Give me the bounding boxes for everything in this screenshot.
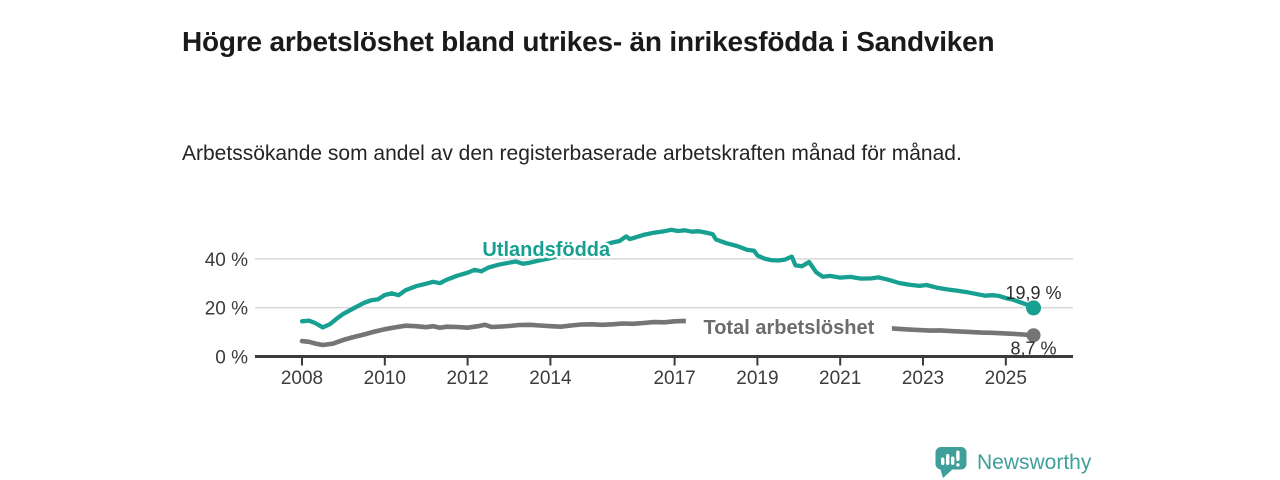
series-end-dot-total: [1026, 328, 1041, 343]
x-tick-label: 2010: [364, 368, 406, 389]
x-tick-label: 2017: [653, 368, 695, 389]
series-line-utlandsfodda: [299, 227, 1036, 330]
x-tick-label: 2012: [446, 368, 488, 389]
bar-chart-pin-icon: [935, 447, 967, 478]
x-tick-label: 2023: [902, 368, 944, 389]
chart-subtitle: Arbetssökande som andel av den registerb…: [182, 142, 962, 165]
y-tick-label: 0 %: [215, 348, 248, 369]
x-tick-label: 2008: [281, 368, 323, 389]
x-tick-label: 2019: [736, 368, 778, 389]
y-tick-label: 20 %: [205, 299, 248, 320]
series-end-dot-utlandsfodda: [1026, 300, 1042, 316]
brand-name: Newsworthy: [977, 451, 1092, 474]
chart-title: Högre arbetslöshet bland utrikes- än inr…: [182, 25, 995, 57]
newsworthy-brand: Newsworthy: [934, 446, 1091, 480]
x-tick-label: 2021: [819, 368, 861, 389]
series-label-total: Total arbetslöshet: [703, 317, 874, 339]
series-label-utlandsfodda: Utlandsfödda: [482, 239, 611, 261]
x-tick-label: 2025: [985, 368, 1027, 389]
series-end-value-total: 8,7 %: [1011, 338, 1057, 358]
series-end-value-utlandsfodda: 19,9 %: [1005, 283, 1061, 303]
series-label-mask-total: [685, 314, 892, 339]
y-tick-label: 40 %: [205, 250, 248, 271]
series-line-total: [299, 318, 1036, 348]
x-tick-label: 2014: [529, 368, 572, 389]
